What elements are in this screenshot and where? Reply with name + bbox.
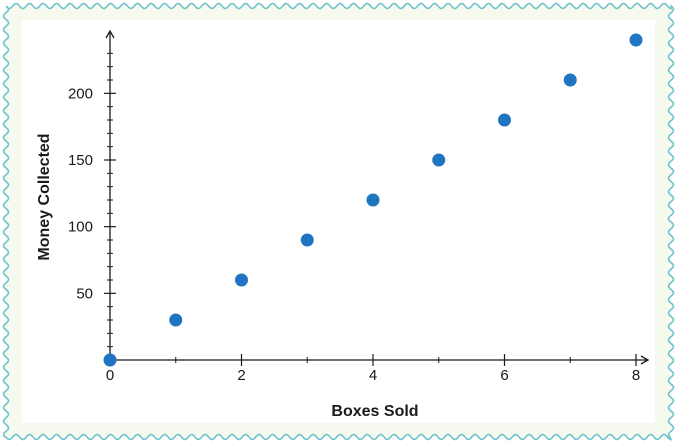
minor-ticks [107,52,571,363]
y-tick-label: 150 [68,152,93,169]
data-point [366,193,380,207]
y-axis-arrow [105,29,115,39]
x-tick-label: 2 [237,367,245,384]
data-points [103,33,643,367]
x-tick-label: 4 [369,367,377,384]
y-axis-title: Money Collected [36,133,53,260]
data-point [629,33,643,47]
y-axis-ticks: 50 100 150 200 [68,85,116,302]
data-point [169,313,183,327]
y-tick-label: 200 [68,85,93,102]
data-point [563,73,577,87]
data-point [103,353,117,367]
data-point [235,273,248,287]
x-axis-title: Boxes Sold [331,403,418,420]
x-tick-label: 6 [500,367,508,384]
x-tick-label: 0 [106,367,114,384]
data-point [300,233,314,247]
plot-area [22,20,655,423]
y-tick-label: 100 [68,219,93,236]
x-axis-arrow [640,355,650,365]
y-tick-label: 50 [76,285,93,302]
data-point [498,113,511,127]
data-point [432,153,446,167]
x-tick-label: 8 [632,367,640,384]
